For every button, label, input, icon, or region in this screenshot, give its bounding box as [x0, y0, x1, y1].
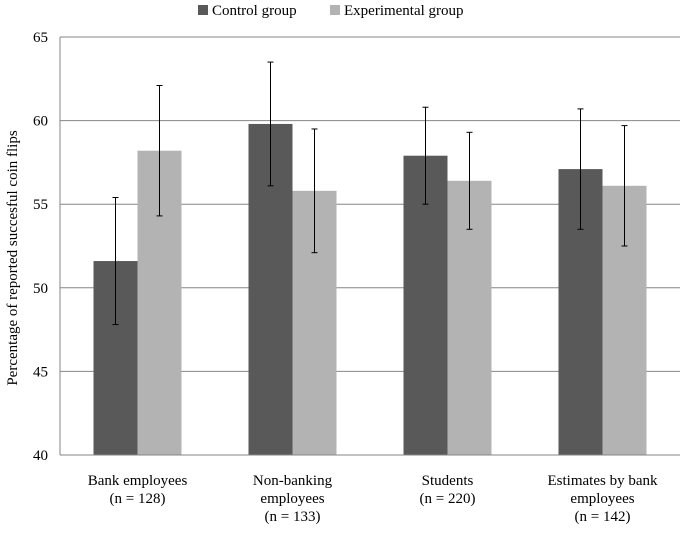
- legend-label: Control group: [212, 3, 297, 19]
- x-category-label: Bank employees (n = 128): [88, 473, 188, 507]
- error-bar: [112, 197, 119, 326]
- legend-item: Experimental group: [330, 3, 464, 19]
- x-axis-categories: Bank employees (n = 128) Non-banking employ…: [88, 473, 658, 525]
- x-category-label-line: (n = 142): [575, 509, 631, 525]
- bars: [93, 123, 647, 456]
- legend: Control group Experimental group: [198, 3, 464, 19]
- x-category-label-line: (n = 220): [420, 491, 476, 507]
- y-tick-label: 55: [33, 197, 48, 213]
- x-category-label-line: (n = 133): [265, 509, 321, 525]
- x-category-label-line: Non-banking: [253, 473, 333, 489]
- error-bar: [311, 128, 318, 254]
- y-tick-label: 65: [33, 30, 48, 46]
- error-bar: [621, 125, 628, 247]
- x-category-label-line: Estimates by bank: [548, 473, 658, 489]
- legend-label: Experimental group: [344, 3, 464, 19]
- x-category-label-line: Bank employees: [88, 473, 188, 489]
- error-bar: [577, 108, 584, 230]
- legend-swatch: [330, 5, 340, 15]
- y-axis-ticks: 40 45 50 55 60 65: [33, 30, 48, 464]
- x-category-label-line: (n = 128): [110, 491, 166, 507]
- legend-swatch: [198, 5, 208, 15]
- y-axis-title: Percentage of reported succesful coin fl…: [5, 130, 21, 385]
- y-tick-label: 50: [33, 281, 48, 297]
- error-bar: [422, 106, 429, 205]
- x-category-label-line: employees: [260, 491, 324, 507]
- x-category-label-line: Students: [422, 473, 474, 489]
- error-bar: [156, 84, 163, 217]
- y-tick-label: 60: [33, 114, 48, 130]
- error-bars: [112, 61, 628, 326]
- y-tick-label: 40: [33, 448, 48, 464]
- x-category-label: Non-banking employees (n = 133): [253, 473, 333, 525]
- error-bar: [466, 131, 473, 230]
- y-tick-label: 45: [33, 364, 48, 380]
- bar-control-2: [403, 155, 448, 455]
- x-category-label: Students (n = 220): [420, 473, 476, 507]
- x-category-label: Estimates by bank employees (n = 142): [548, 473, 658, 525]
- legend-item: Control group: [198, 3, 297, 19]
- x-category-label-line: employees: [570, 491, 634, 507]
- error-bar: [267, 61, 274, 187]
